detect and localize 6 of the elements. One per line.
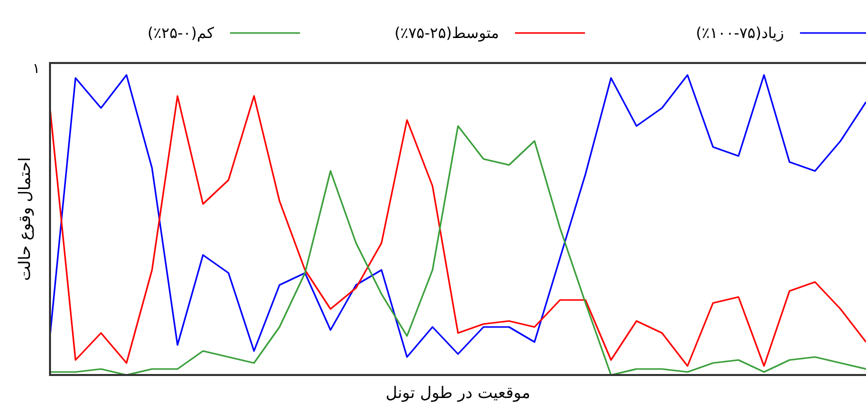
x-axis-title: موقعیت در طول تونل bbox=[386, 383, 530, 402]
y-axis-title: احتمال وقوع حالت bbox=[15, 157, 34, 281]
text: ۱ bbox=[32, 61, 40, 77]
legend-label: متوسط(۲۵-۷۵٪) bbox=[394, 24, 499, 42]
legend-label: کم(۰-۲۵٪) bbox=[147, 24, 215, 42]
legend-label: زیاد(۷۵-۱۰۰٪) bbox=[696, 24, 784, 42]
